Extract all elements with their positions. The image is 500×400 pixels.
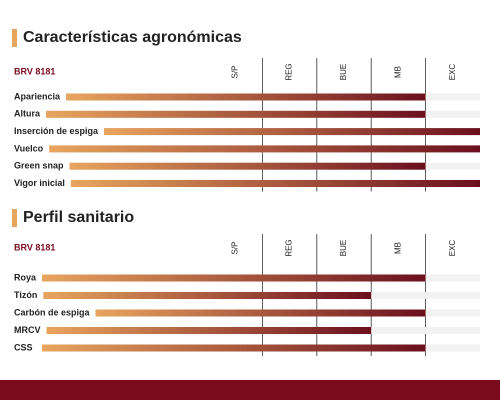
chart-title: Características agronómicas <box>23 29 242 46</box>
category-label: Tizón <box>14 290 37 300</box>
bar <box>42 344 426 352</box>
title-marker <box>12 209 17 227</box>
bar <box>46 327 372 334</box>
category-label: Vuelco <box>14 143 44 153</box>
x-tick-label: EXC <box>448 64 457 81</box>
bar <box>43 292 372 299</box>
x-tick-label: MB <box>394 66 403 78</box>
x-tick-label: S/P <box>230 66 239 79</box>
x-tick-label: REG <box>285 239 294 256</box>
chart-title: Perfil sanitario <box>23 209 134 226</box>
x-tick-label: MB <box>394 242 403 254</box>
bar <box>104 128 480 136</box>
x-tick-label: S/P <box>230 242 239 255</box>
category-label: MRCV <box>14 325 41 335</box>
category-label: Carbón de espiga <box>14 307 91 317</box>
x-tick-label: BUE <box>339 240 348 256</box>
x-tick-label: BUE <box>339 64 348 80</box>
series-label: BRV 8181 <box>14 66 55 76</box>
category-label: Altura <box>14 109 41 119</box>
category-label: Roya <box>14 272 37 282</box>
bar <box>70 180 480 187</box>
bar <box>49 145 480 153</box>
title-marker <box>12 29 17 47</box>
series-label: BRV 8181 <box>14 242 55 252</box>
bar <box>46 110 426 118</box>
category-label: Apariencia <box>14 91 61 101</box>
category-label: CSS <box>14 342 33 352</box>
footer-band <box>0 380 500 400</box>
bar <box>66 93 426 101</box>
bar <box>69 162 426 170</box>
bar <box>95 309 426 317</box>
x-tick-label: REG <box>285 63 294 80</box>
category-label: Vigor inicial <box>14 178 65 188</box>
x-tick-label: EXC <box>448 240 457 257</box>
bar <box>42 274 426 282</box>
category-label: Inserción de espiga <box>14 126 99 136</box>
category-label: Green snap <box>14 161 64 171</box>
